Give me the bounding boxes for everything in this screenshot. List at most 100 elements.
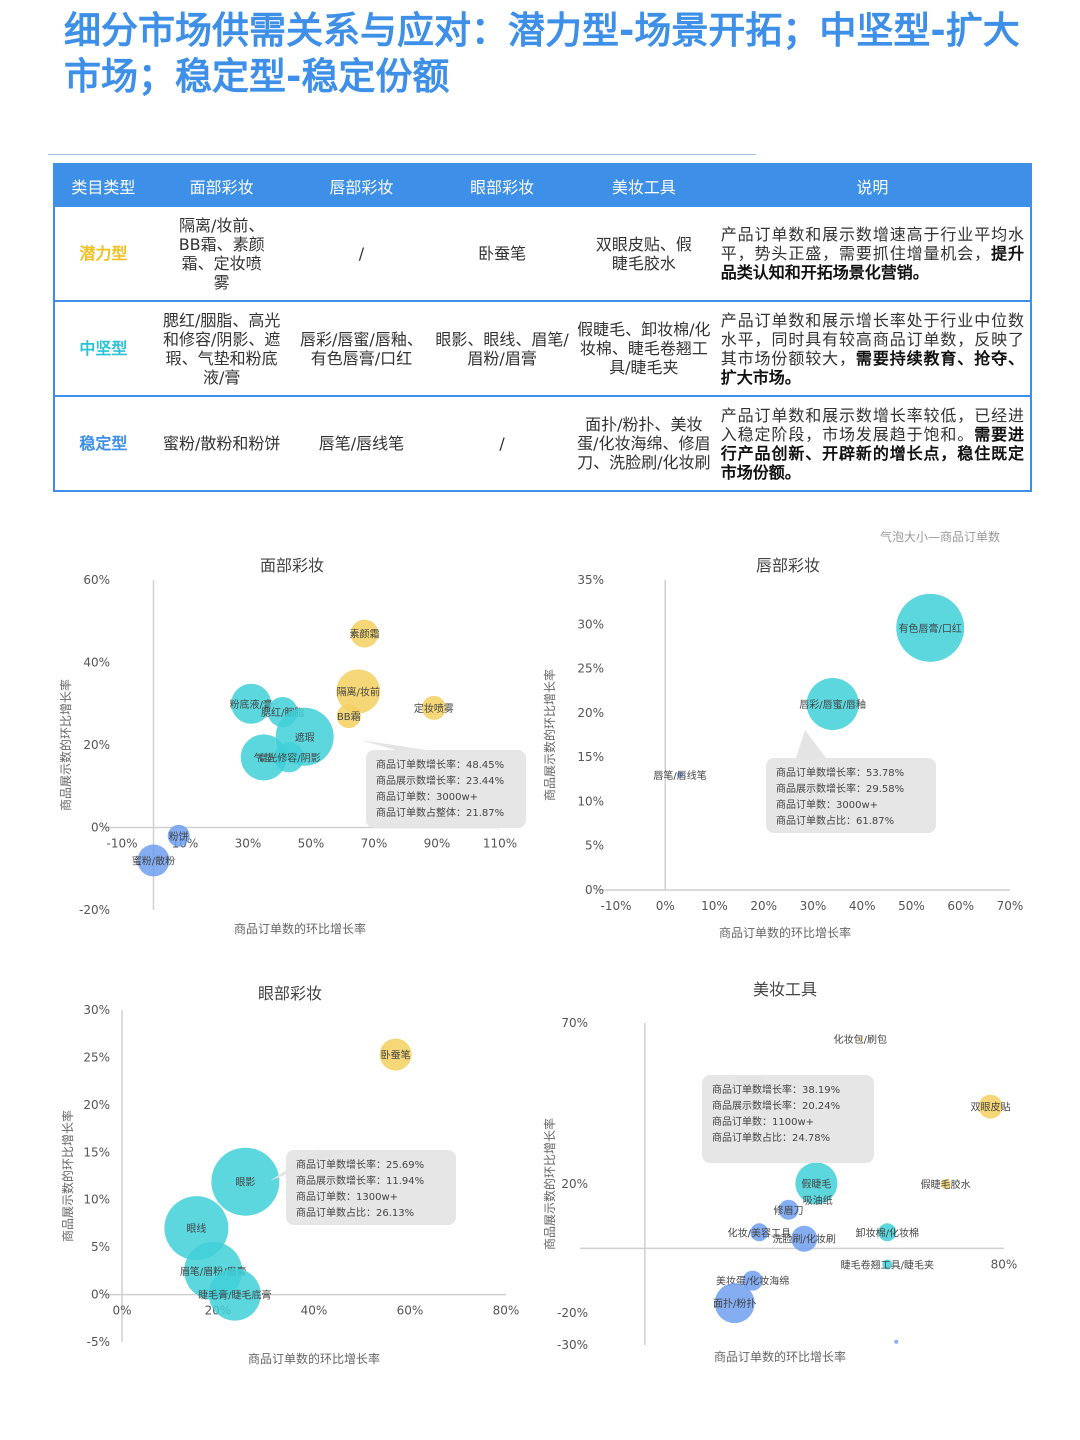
bubble	[137, 844, 170, 877]
bubble-size-note: 气泡大小—商品订单数	[880, 530, 1001, 544]
x-tick-label: 70%	[997, 899, 1024, 913]
table-header: 类目类型	[54, 164, 152, 207]
tooltip-line: 商品订单数增长率：48.45%	[376, 758, 504, 771]
table-cell: 假睫毛、卸妆棉/化妆棉、睫毛卷翘工具/睫毛夹	[572, 301, 715, 397]
y-tick-label: 15%	[577, 750, 604, 764]
table-cell: 卧蚕笔	[431, 207, 573, 302]
bubble-label: 高光修容/阴影	[257, 751, 320, 764]
tooltip-line: 商品订单数占比：24.78%	[712, 1131, 830, 1144]
bubble	[336, 669, 381, 714]
tooltip-line: 商品展示数增长率：20.24%	[712, 1099, 840, 1112]
x-tick-label: 30%	[235, 837, 262, 851]
bubble	[896, 593, 965, 662]
table-row: 中坚型 腮红/胭脂、高光和修容/阴影、遮瑕、气垫和粉底液/膏 唇彩/唇蜜/唇釉、…	[54, 301, 1031, 397]
row-type-label: 稳定型	[54, 396, 152, 492]
bubble	[379, 1038, 412, 1071]
bubble-label: 定妆喷雾	[414, 702, 454, 715]
tooltip-line: 商品订单数占比：26.13%	[296, 1206, 414, 1219]
chart-title: 面部彩妆	[260, 556, 324, 575]
bubble	[677, 771, 684, 778]
x-tick-label: 40%	[301, 1304, 328, 1318]
bubble	[882, 1259, 893, 1270]
table-cell: 唇彩/唇蜜/唇釉、有色唇膏/口红	[291, 301, 432, 397]
chart-title: 美妆工具	[753, 980, 817, 999]
table-header-row: 类目类型 面部彩妆 唇部彩妆 眼部彩妆 美妆工具 说明	[54, 164, 1031, 207]
bubble-label: 假睫毛	[801, 1177, 831, 1190]
table-header: 说明	[714, 164, 1031, 207]
x-axis-title: 商品订单数的环比增长率	[719, 925, 851, 940]
x-tick-label: 80%	[991, 1257, 1018, 1271]
y-tick-label: 20%	[83, 738, 110, 752]
tooltip-box	[766, 758, 936, 833]
tooltip-line: 商品展示数增长率：11.94%	[296, 1174, 424, 1187]
table-cell: /	[291, 207, 432, 302]
tooltip-line: 商品订单数增长率：53.78%	[776, 766, 904, 779]
bubble-label: 唇彩/唇蜜/唇釉	[799, 698, 866, 711]
y-tick-label: 0%	[91, 821, 110, 835]
x-tick-label: 30%	[800, 899, 827, 913]
y-tick-label: 40%	[83, 656, 110, 670]
y-tick-label: 10%	[83, 1193, 110, 1207]
bubble	[806, 678, 859, 730]
x-tick-label: 50%	[898, 899, 925, 913]
tooltip-line: 商品订单数增长率：25.69%	[296, 1158, 424, 1171]
x-tick-label: 40%	[849, 899, 876, 913]
bubble-label: 吸油纸	[803, 1194, 833, 1207]
tooltip-line: 商品展示数增长率：23.44%	[376, 774, 504, 787]
bubble-label: 洗脸刷/化妆刷	[773, 1233, 836, 1246]
face-makeup-bubble-chart: 面部彩妆-20%0%20%40%60%-10%10%30%50%70%90%11…	[58, 556, 526, 936]
bubble	[858, 1037, 863, 1042]
x-axis-title: 商品订单数的环比增长率	[234, 921, 366, 936]
tooltip-line: 商品订单数：1100w+	[712, 1115, 814, 1128]
tooltip-line: 商品订单数占比：61.87%	[776, 814, 894, 827]
y-tick-label: -20%	[557, 1306, 588, 1320]
x-tick-label: 0%	[656, 899, 675, 913]
x-tick-label: 80%	[493, 1304, 520, 1318]
description-emphasis: 需要进行产品创新、开辟新的增长点，稳住既定市场份额。	[720, 424, 1024, 482]
x-tick-label: 90%	[424, 837, 451, 851]
y-tick-label: -20%	[79, 903, 110, 917]
table-header: 唇部彩妆	[291, 164, 432, 207]
x-axis-title: 商品订单数的环比增长率	[248, 1351, 380, 1366]
y-tick-label: 30%	[577, 617, 604, 631]
tooltip-line: 商品订单数：3000w+	[376, 790, 478, 803]
bubble-label: 唇笔/唇线笔	[653, 769, 706, 782]
y-tick-label: 25%	[577, 662, 604, 676]
description-text: 产品订单数和展示数增速高于行业平均水平，势头正盛，需要抓住增量机会，	[720, 225, 1024, 263]
y-axis-title: 商品展示数的环比增长率	[542, 1118, 557, 1250]
bubble-label: 睫毛膏/睫毛底膏	[198, 1289, 271, 1302]
bubble	[778, 1199, 799, 1220]
y-axis-title: 商品展示数的环比增长率	[542, 669, 557, 801]
y-tick-label: 5%	[585, 839, 604, 853]
x-tick-label: 60%	[397, 1304, 424, 1318]
description-text: 产品订单数和展示数增长率较低，已经进入稳定阶段，市场发展趋于饱和。	[720, 405, 1024, 444]
y-tick-label: 35%	[577, 573, 604, 587]
bubble-label: 粉底液/膏	[229, 698, 272, 711]
table-cell: 面扑/粉扑、美妆蛋/化妆海绵、修眉刀、洗脸刷/化妆刷	[572, 396, 715, 492]
bubble-label: 修眉刀	[774, 1204, 804, 1217]
description-text: 产品订单数和展示增长率处于行业中位数水平，同时具有较高商品订单数，反映了其市场份…	[720, 310, 1024, 368]
bubble	[231, 683, 272, 724]
x-tick-label: -10%	[106, 837, 137, 851]
chart-title: 唇部彩妆	[756, 556, 820, 575]
y-tick-label: 0%	[585, 883, 604, 897]
chart-title: 眼部彩妆	[258, 984, 322, 1003]
row-description: 产品订单数和展示数增速高于行业平均水平，势头正盛，需要抓住增量机会，提升品类认知…	[714, 207, 1031, 302]
tooltip-box	[702, 1075, 874, 1163]
tooltip-line: 商品订单数：1300w+	[296, 1190, 398, 1203]
table-row: 稳定型 蜜粉/散粉和粉饼 唇笔/唇线笔 / 面扑/粉扑、美妆蛋/化妆海绵、修眉刀…	[54, 396, 1031, 492]
y-tick-label: 20%	[577, 706, 604, 720]
table-cell: 唇笔/唇线笔	[291, 396, 432, 492]
bubble-label: 卸妆棉/化妆棉	[856, 1226, 919, 1239]
page-title: 细分市场供需关系与应对：潜力型-场景开拓；中坚型-扩大市场；稳定型-稳定份额	[64, 9, 1020, 98]
y-tick-label: 20%	[561, 1177, 588, 1191]
eye-makeup-bubble-chart: 眼部彩妆-5%0%5%10%15%20%25%30%0%20%40%60%80%…	[60, 984, 520, 1366]
bubble-label: 化妆包/刷包	[834, 1033, 887, 1046]
y-tick-label: 20%	[83, 1098, 110, 1112]
y-axis-title: 商品展示数的环比增长率	[60, 1110, 75, 1242]
bubble-label: 遮瑕	[295, 731, 315, 744]
y-tick-label: 30%	[83, 1003, 110, 1017]
table-cell: 隔离/妆前、BB霜、素颜霜、定妆喷雾	[151, 207, 292, 302]
x-tick-label: -10%	[600, 899, 631, 913]
x-axis-title: 商品订单数的环比增长率	[714, 1349, 846, 1364]
